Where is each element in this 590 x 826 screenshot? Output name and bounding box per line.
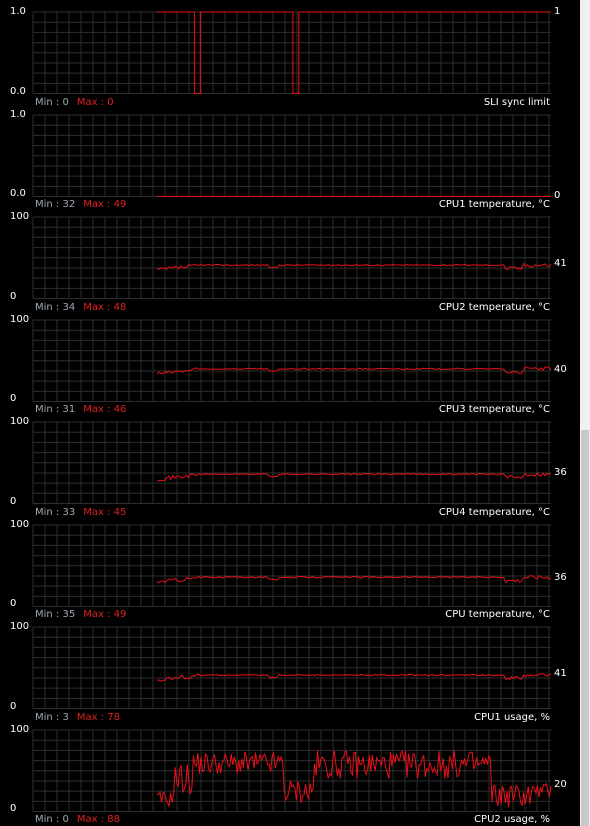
graph-title: CPU4 temperature, °C [438,506,550,518]
max-value: Max : 88 [76,814,120,825]
y-axis-min-label: 0 [10,803,17,814]
min-max-readout: Min : 0 Max : 0 [35,97,114,109]
y-axis-min-label: 0 [10,290,17,302]
min-value: Min : 35 [35,609,76,620]
grid [32,11,551,94]
graph-title: CPU2 usage, % [474,814,550,825]
min-max-readout: Min : 0 Max : 88 [35,814,120,826]
graph-panel-cputemp: 100 0 Min : 35 Max : 49 CPU temperature, °C 3… [0,513,590,621]
current-value: 1 [554,6,561,17]
y-axis-max-label: 100 [10,518,30,530]
graph-title: CPU1 usage, % [474,711,550,723]
grid [32,216,551,299]
max-value: Max : 46 [83,404,127,415]
y-axis-min-label: 0 [10,393,17,404]
series-line-cputemp [156,574,552,584]
graph-panel-cpu1temp: 1.0 0.0 Min : 32 Max : 49 CPU1 temperature, … [0,103,590,211]
y-axis-min-label: 0.0 [10,85,26,97]
grid [32,421,551,504]
max-value: Max : 49 [83,609,127,620]
current-value: 41 [554,258,567,270]
scrollbar-thumb[interactable] [581,430,589,826]
series-line-sli [157,11,551,94]
graph-plot-cputemp [32,524,552,607]
y-axis-max-label: 100 [10,621,30,632]
min-value: Min : 0 [35,96,69,108]
min-max-readout: Min : 31 Max : 46 [35,404,126,416]
min-max-readout: Min : 3 Max : 78 [35,712,120,724]
max-value: Max : 49 [83,199,127,210]
y-axis-max-label: 100 [10,416,30,427]
min-value: Min : 34 [35,301,76,313]
graph-title: SLI sync limit [483,96,550,108]
graph-title: CPU temperature, °C [445,609,550,620]
graph-title: CPU3 temperature, °C [438,404,550,415]
y-axis-min-label: 0 [10,598,17,609]
current-value: 0 [554,190,561,201]
y-axis-max-label: 1.0 [10,6,26,17]
min-value: Min : 0 [35,814,69,825]
grid [32,729,551,812]
graph-panel-cpu3temp: 100 0 Min : 31 Max : 46 CPU3 temperature, °C… [0,308,590,416]
current-value: 36 [554,571,567,583]
min-value: Min : 31 [35,404,76,415]
graph-plot-cpu2temp [32,216,552,299]
graph-plot-cpu4temp [32,421,552,504]
graph-panel-cpu2temp: 100 0 Min : 34 Max : 48 CPU2 temperature, °C… [0,205,590,313]
graph-plot-sli [32,11,551,94]
graph-panel-sli: 1.0 0.0 Min : 0 Max : 0 SLI sync limit 1 [0,0,590,108]
max-value: Max : 78 [76,711,120,723]
y-axis-min-label: 0.0 [10,188,26,199]
current-value: 41 [554,667,567,679]
min-max-readout: Min : 33 Max : 45 [35,507,126,519]
graph-plot-cpu1usage [32,626,552,709]
graph-panel-cpu2usage: 100 0 Min : 0 Max : 88 CPU2 usage, % 20 [0,718,590,826]
graph-panel-cpu4temp: 100 0 Min : 33 Max : 45 CPU4 temperature, °C… [0,410,590,518]
max-value: Max : 48 [83,301,127,313]
graph-plot-cpu2usage [32,729,552,812]
vertical-scrollbar[interactable] [580,0,590,826]
y-axis-max-label: 1.0 [10,108,26,120]
graph-title: CPU2 temperature, °C [438,301,550,313]
y-axis-min-label: 0 [10,495,17,507]
grid [32,626,551,709]
y-axis-max-label: 100 [10,313,30,325]
series-line-cpu1usage [156,672,552,682]
max-value: Max : 0 [76,96,114,108]
grid [32,114,551,197]
current-value: 20 [554,779,567,791]
min-max-readout: Min : 32 Max : 49 [35,199,126,211]
y-axis-min-label: 0 [10,700,17,712]
max-value: Max : 45 [83,506,127,518]
series-line-cpu3temp [156,365,552,375]
grid [32,319,551,402]
current-value: 36 [554,467,567,479]
graph-plot-cpu3temp [32,319,552,402]
min-value: Min : 3 [35,711,69,723]
min-max-readout: Min : 35 Max : 49 [35,609,126,621]
graph-title: CPU1 temperature, °C [438,199,550,210]
y-axis-max-label: 100 [10,723,30,735]
min-value: Min : 32 [35,199,76,210]
graph-panel-cpu1usage: 100 0 Min : 3 Max : 78 CPU1 usage, % 41 [0,615,590,723]
min-max-readout: Min : 34 Max : 48 [35,302,126,314]
min-value: Min : 33 [35,506,76,518]
y-axis-max-label: 100 [10,211,30,222]
current-value: 40 [554,363,567,375]
series-line-cpu4temp [156,471,552,482]
graph-plot-cpu1temp [32,114,551,197]
series-line-cpu2usage [156,749,552,807]
grid [32,524,551,607]
series-line-cpu2temp [157,262,552,271]
